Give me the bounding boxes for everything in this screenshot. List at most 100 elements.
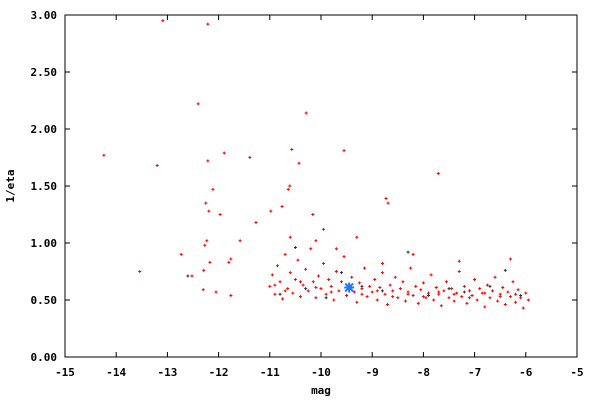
data-point [503, 268, 507, 272]
data-point [203, 243, 207, 247]
data-point [288, 184, 292, 188]
data-point [296, 258, 300, 262]
data-point [508, 295, 512, 299]
data-point [293, 246, 297, 250]
data-point [179, 252, 183, 256]
highlight-point [344, 282, 355, 293]
data-point [393, 275, 397, 279]
data-point [378, 285, 382, 289]
data-point [304, 111, 308, 115]
data-point [196, 102, 200, 106]
data-point [424, 296, 428, 300]
data-point [155, 163, 159, 167]
data-point [493, 275, 497, 279]
data-point [439, 304, 443, 308]
data-point [316, 274, 320, 278]
data-point [297, 161, 301, 165]
data-point [339, 271, 343, 275]
data-point [436, 171, 440, 175]
data-point [273, 292, 277, 296]
data-point [411, 293, 415, 297]
data-point [508, 257, 512, 261]
data-point [432, 298, 436, 302]
data-point [491, 289, 495, 293]
data-point [324, 296, 328, 300]
x-axis-label: mag [311, 384, 331, 397]
data-point [206, 22, 210, 26]
data-point [488, 284, 492, 288]
data-point [403, 299, 407, 303]
data-point [503, 303, 507, 307]
y-axis-label: 1/eta [4, 169, 17, 202]
data-point [373, 277, 377, 281]
data-point [278, 292, 282, 296]
data-point [238, 239, 242, 243]
data-point [345, 293, 349, 297]
data-point [444, 280, 448, 284]
data-point [202, 268, 206, 272]
data-point [483, 291, 487, 295]
data-point [270, 273, 274, 277]
x-tick-label: -14 [106, 366, 126, 379]
data-point [248, 156, 252, 159]
data-point [488, 296, 492, 300]
data-point [355, 300, 359, 304]
data-point [360, 284, 364, 288]
data-point [211, 187, 215, 191]
x-tick-label: -7 [468, 366, 481, 379]
data-point [521, 306, 525, 310]
y-tick-label: 2.00 [31, 123, 58, 136]
data-point [384, 197, 388, 201]
data-point [467, 296, 471, 300]
x-tick-label: -12 [209, 366, 229, 379]
data-point [206, 159, 210, 163]
data-point [483, 305, 487, 309]
data-point [342, 149, 346, 153]
x-tick-label: -9 [366, 366, 379, 379]
data-point [360, 292, 364, 296]
y-tick-label: 3.00 [31, 9, 58, 22]
data-point [205, 239, 209, 243]
data-point [375, 298, 379, 302]
data-point [299, 280, 303, 284]
data-point [388, 283, 392, 287]
data-point [460, 295, 464, 299]
data-point [214, 290, 218, 294]
data-point [290, 148, 294, 152]
data-point [190, 274, 194, 278]
data-point [363, 266, 367, 270]
data-point [457, 259, 461, 263]
data-point [447, 287, 451, 291]
data-point [383, 292, 387, 296]
data-point [368, 284, 372, 288]
data-point [411, 252, 415, 256]
data-point [357, 281, 361, 285]
data-point [161, 19, 165, 23]
data-point [526, 298, 530, 302]
data-point [288, 235, 292, 239]
data-point [416, 301, 420, 305]
data-point [386, 303, 390, 307]
data-point [514, 300, 518, 304]
data-point [429, 273, 433, 277]
data-point [365, 295, 369, 299]
data-point [311, 213, 315, 216]
data-point [498, 295, 502, 299]
data-point [462, 290, 466, 294]
data-point [450, 287, 454, 291]
data-point [519, 293, 523, 297]
data-point [322, 262, 326, 266]
data-point [442, 289, 446, 293]
data-point [304, 287, 308, 291]
data-point [322, 227, 326, 231]
data-point [314, 285, 318, 289]
x-tick-label: -8 [417, 366, 430, 379]
data-point [283, 289, 287, 293]
data-point [329, 284, 333, 288]
data-point [337, 289, 341, 293]
data-point [273, 283, 277, 287]
data-point [516, 288, 520, 292]
data-point [332, 298, 336, 302]
data-point [222, 151, 226, 155]
data-point [396, 296, 400, 300]
